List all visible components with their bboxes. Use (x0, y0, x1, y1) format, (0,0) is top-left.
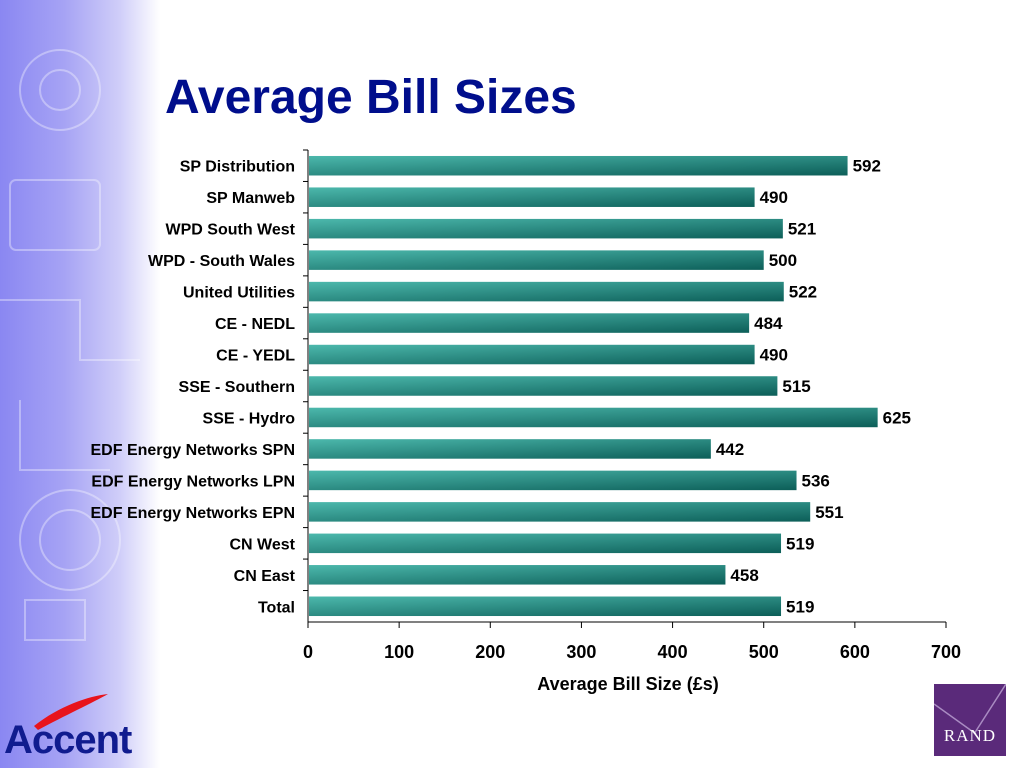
bar (309, 407, 878, 428)
category-label: CE - YEDL (216, 348, 295, 365)
bar (309, 565, 726, 585)
data-label: 490 (760, 188, 788, 207)
category-label: WPD South West (166, 222, 296, 239)
data-label: 500 (769, 251, 797, 270)
bar (309, 281, 784, 302)
decorative-side-panel (0, 0, 160, 768)
x-tick-label: 600 (840, 642, 870, 662)
axes-layer: SP Distribution SP Manweb WPD South West WP… (91, 149, 961, 662)
data-label: 490 (760, 346, 788, 365)
category-label: WPD - South Wales (148, 253, 295, 270)
accent-logo: Accent (4, 718, 132, 762)
data-label: 484 (754, 314, 783, 333)
bar (309, 439, 711, 459)
bar (309, 344, 755, 365)
data-label: 515 (782, 377, 810, 396)
rand-logo: RAND (934, 684, 1006, 756)
data-label: 522 (789, 283, 817, 302)
category-label: SSE - Southern (179, 379, 295, 396)
bar (309, 313, 750, 333)
category-label: CN East (234, 568, 296, 585)
bar (309, 218, 783, 239)
x-tick-label: 200 (475, 642, 505, 662)
category-label: EDF Energy Networks LPN (91, 473, 295, 490)
x-tick-label: 400 (658, 642, 688, 662)
data-label: 625 (883, 408, 911, 427)
bar (309, 470, 797, 491)
slide-title: Average Bill Sizes (165, 71, 577, 124)
category-label: EDF Energy Networks SPN (91, 442, 296, 459)
bar (309, 187, 755, 207)
rand-logo-text: RAND (943, 726, 997, 745)
data-label: 442 (716, 440, 744, 459)
data-label: 458 (730, 566, 758, 585)
rand-logo-graphic (934, 684, 1006, 735)
category-label: Total (258, 599, 295, 616)
category-label: SSE - Hydro (203, 410, 296, 427)
circuit-pattern-graphic (0, 49, 140, 641)
data-label: 521 (788, 220, 816, 239)
data-label: 551 (815, 503, 843, 522)
bar (309, 533, 782, 554)
x-axis-title: Average Bill Size (£s) (537, 674, 718, 694)
category-label: EDF Energy Networks EPN (91, 505, 296, 522)
x-tick-label: 100 (384, 642, 414, 662)
bar (309, 596, 782, 617)
data-label: 592 (853, 157, 881, 176)
category-label: CE - NEDL (215, 316, 295, 333)
category-label: United Utilities (183, 285, 295, 302)
bar (309, 155, 848, 176)
data-label: 519 (786, 534, 814, 553)
bar (309, 250, 764, 270)
x-tick-label: 700 (931, 642, 961, 662)
category-label: CN West (230, 536, 296, 553)
bar (309, 502, 811, 522)
x-tick-label: 0 (303, 642, 313, 662)
x-tick-label: 500 (749, 642, 779, 662)
x-tick-label: 300 (566, 642, 596, 662)
data-label: 519 (786, 597, 814, 616)
bars-layer: 5924905215005224844905156254425365515194… (309, 155, 911, 617)
category-label: SP Distribution (180, 159, 295, 176)
data-label: 536 (802, 471, 830, 490)
accent-logo-swoosh (34, 694, 108, 730)
category-label: SP Manweb (206, 190, 295, 207)
bar (309, 376, 778, 396)
